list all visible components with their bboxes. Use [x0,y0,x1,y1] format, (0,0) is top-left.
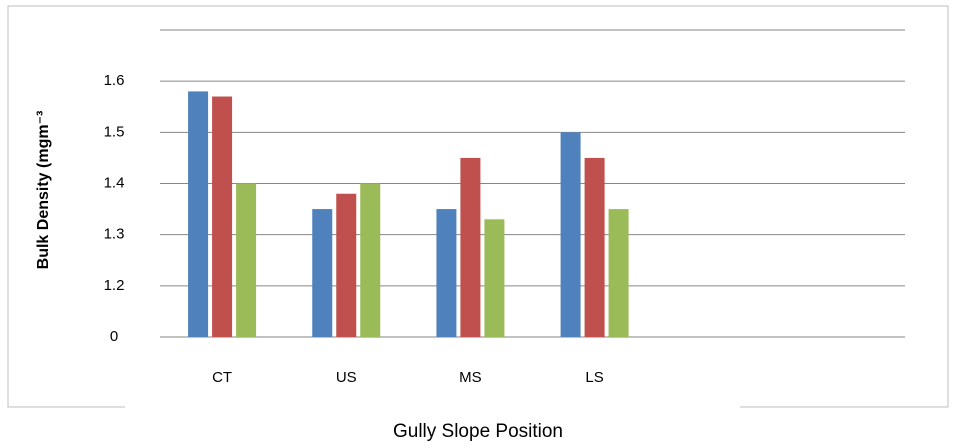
bar [560,132,581,337]
bar [236,183,257,337]
y-tick-label: 1.2 [104,277,125,294]
x-tick-label: MS [459,369,482,386]
x-tick-label: CT [212,369,232,386]
y-tick-label: 0 [110,328,118,345]
bar [188,91,209,338]
y-tick-label: 1.5 [104,123,125,140]
bar [360,183,381,337]
bar [460,157,481,337]
chart-frame [7,5,949,408]
x-tick-label: LS [585,369,603,386]
bar [584,157,605,337]
bar [336,193,357,337]
y-tick-label: 1.6 [104,72,125,89]
y-tick-label: 1.4 [104,174,125,191]
y-tick-label: 1.3 [104,226,125,243]
bar [484,219,505,337]
bar [212,96,233,338]
bar [608,209,629,337]
x-tick-label: US [336,369,357,386]
y-axis-title: Bulk Density (mgm⁻³ [35,111,52,270]
bar [312,209,333,337]
bar [436,209,457,337]
x-axis-title: Gully Slope Position [393,421,563,442]
